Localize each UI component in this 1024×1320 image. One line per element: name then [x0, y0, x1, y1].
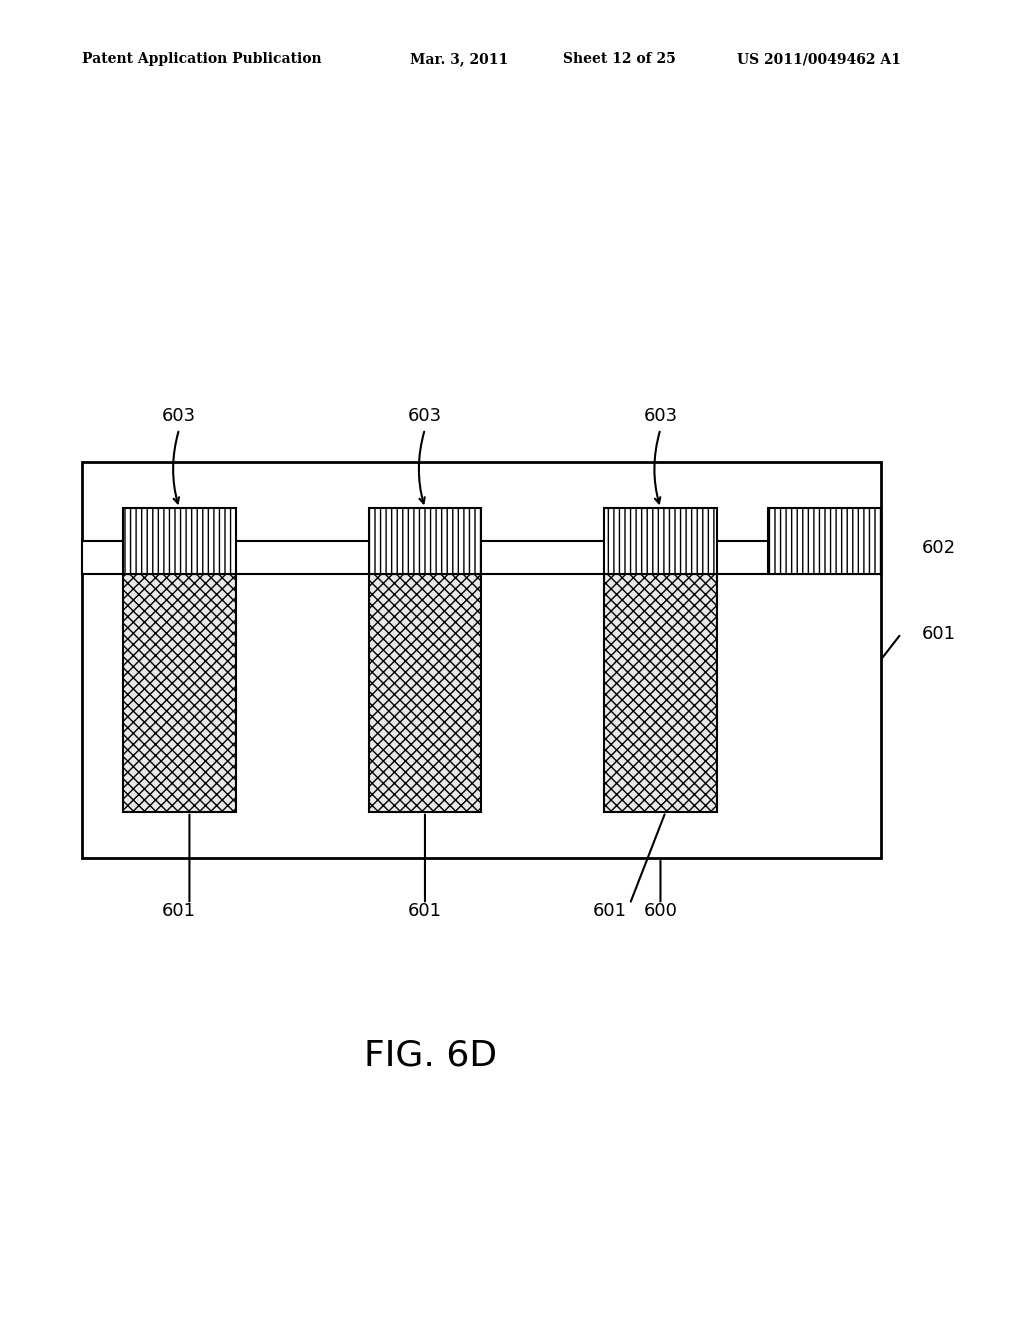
Text: Sheet 12 of 25: Sheet 12 of 25	[563, 53, 676, 66]
Text: 601: 601	[592, 902, 627, 920]
Text: US 2011/0049462 A1: US 2011/0049462 A1	[737, 53, 901, 66]
Bar	[369, 508, 481, 574]
Text: 601: 601	[408, 902, 442, 920]
Text: 603: 603	[408, 407, 442, 425]
Bar	[123, 508, 236, 574]
Text: 601: 601	[922, 624, 955, 643]
Text: 601: 601	[162, 902, 197, 920]
Text: Patent Application Publication: Patent Application Publication	[82, 53, 322, 66]
Bar	[82, 462, 881, 858]
Text: 600: 600	[643, 902, 678, 920]
Bar	[768, 508, 881, 574]
Text: 603: 603	[643, 407, 678, 425]
Text: FIG. 6D: FIG. 6D	[364, 1039, 497, 1073]
Bar	[604, 574, 717, 812]
Text: 602: 602	[922, 539, 955, 557]
Text: 603: 603	[162, 407, 197, 425]
Bar	[604, 508, 717, 574]
Bar	[369, 574, 481, 812]
Bar	[82, 541, 881, 574]
Bar	[123, 574, 236, 812]
Text: Mar. 3, 2011: Mar. 3, 2011	[410, 53, 508, 66]
